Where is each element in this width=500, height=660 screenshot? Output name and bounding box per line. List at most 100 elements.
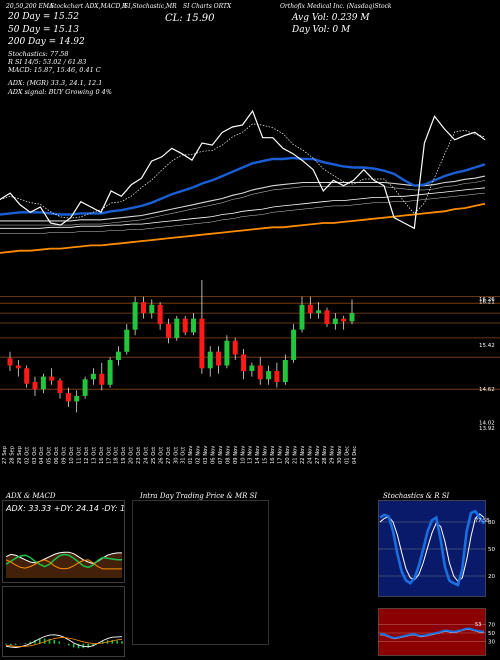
candle-body-5 — [49, 376, 55, 381]
minus-di-line — [5, 559, 122, 570]
stoch-level-label-1: 50 — [488, 547, 495, 553]
adx-readout: ADX: (MGR) 33.3, 24.1, 12.1 — [8, 79, 103, 87]
candle-body-22 — [191, 318, 196, 333]
date-label-28: 06 Nov — [211, 446, 217, 464]
date-label-47: 04 Dec — [352, 446, 358, 464]
candle-body-35 — [299, 304, 305, 330]
date-label-5: 04 Oct — [39, 447, 45, 464]
candle-body-1 — [15, 365, 21, 369]
adx-lines-group — [5, 551, 122, 578]
header-company-label: Orthofix Medical Inc. (Nasdaq)Stock — [280, 3, 392, 10]
macd-panel-frame — [2, 586, 125, 657]
rsi-panel-bg — [378, 608, 486, 656]
macd-signal-line — [5, 637, 123, 647]
stoch-rsi-chart: 80 50 20 77.58 70 50 30 53 — [378, 500, 495, 656]
date-label-24: 31 Oct — [181, 447, 187, 464]
smoothed-close-dotted-line — [0, 123, 486, 219]
candle-body-4 — [40, 376, 46, 390]
date-label-2: 29 Sep — [17, 445, 23, 464]
date-label-30: 08 Nov — [225, 446, 231, 464]
ema100-line — [0, 187, 486, 229]
stoch-level-label-0: 80 — [488, 520, 495, 526]
candle-body-16 — [141, 302, 146, 314]
date-label-26: 02 Nov — [196, 446, 202, 464]
ema-lines-group — [0, 109, 486, 254]
date-label-41: 24 Nov — [307, 446, 313, 464]
rsi-line — [379, 627, 485, 640]
candle-body-21 — [182, 318, 188, 333]
candle-body-23 — [199, 318, 205, 369]
candle-body-37 — [316, 310, 322, 314]
header-ema-label: 20,50,200 EMA — [6, 3, 54, 10]
intraday-title: Intra Day Trading Price & MR SI — [140, 492, 258, 500]
date-label-25: 01 Nov — [188, 446, 194, 464]
date-label-39: 21 Nov — [292, 446, 298, 464]
candle-body-20 — [174, 318, 180, 338]
candle-body-41 — [349, 313, 355, 322]
candle-body-11 — [99, 373, 105, 385]
candle-body-9 — [82, 379, 88, 396]
candle-body-31 — [266, 371, 272, 380]
stochastics-readout: Stochastics: 77.58 — [8, 50, 69, 58]
candle-body-19 — [166, 324, 171, 338]
stoch-d-line — [379, 513, 485, 583]
ema20-readout: 20 Day = 15.52 — [8, 12, 80, 22]
price-label-4: 14.02 — [479, 420, 495, 426]
candle-body-8 — [74, 395, 80, 402]
adx-values-text: ADX: 33.33 +DY: 24.14 -DY: 12.07 — [5, 504, 125, 513]
date-label-45: 30 Nov — [337, 446, 343, 464]
candle-body-32 — [274, 371, 280, 382]
date-label-29: 07 Nov — [218, 446, 224, 464]
adx-macd-title: ADX & MACD — [6, 492, 56, 500]
candle-body-40 — [341, 318, 347, 322]
adx-fill — [6, 552, 122, 578]
date-label-8: 09 Oct — [62, 447, 68, 464]
date-label-14: 17 Oct — [106, 447, 112, 464]
ema20-line — [0, 156, 486, 216]
rsi-readout: R SI 14/5: 53.02 / 61.83 — [8, 58, 87, 66]
price-ema-chart — [0, 109, 486, 254]
ema200-line — [0, 202, 486, 254]
adx-signal-readout: ADX signal: BUY Growing 0 4% — [8, 88, 112, 96]
date-label-19: 24 Oct — [144, 447, 150, 464]
close-line — [0, 109, 486, 230]
candle-body-0 — [7, 358, 13, 366]
date-label-20: 25 Oct — [151, 447, 157, 464]
ema50-readout: 50 Day = 15.13 — [8, 25, 80, 35]
date-label-3: 02 Oct — [24, 447, 30, 464]
date-label-0: 27 Sep — [2, 445, 8, 464]
candle-body-34 — [291, 329, 297, 360]
date-label-17: 20 Oct — [129, 447, 135, 464]
rsi-level-label-2: 30 — [488, 639, 495, 645]
date-label-12: 13 Oct — [91, 447, 97, 464]
date-label-22: 27 Oct — [166, 447, 172, 464]
date-label-23: 30 Oct — [173, 447, 179, 464]
price-label-3: 14.62 — [479, 387, 495, 393]
date-label-44: 29 Nov — [330, 446, 336, 464]
price-label-2: 15.42 — [479, 343, 495, 349]
intraday-panel-frame — [132, 500, 269, 645]
date-label-37: 17 Nov — [278, 446, 284, 464]
candle-body-15 — [132, 302, 138, 330]
date-label-32: 10 Nov — [240, 446, 246, 464]
candle-body-26 — [224, 340, 230, 366]
candle-body-14 — [124, 329, 130, 352]
candle-body-27 — [232, 340, 238, 355]
stoch-k-line — [379, 509, 486, 587]
candle-body-12 — [107, 360, 113, 385]
candle-body-13 — [115, 351, 121, 360]
date-label-18: 23 Oct — [136, 447, 142, 464]
date-label-46: 01 Dec — [345, 446, 351, 464]
intraday-chart — [132, 500, 269, 645]
macd-lines-group — [5, 634, 123, 649]
date-label-34: 14 Nov — [255, 446, 261, 464]
candle-body-6 — [57, 380, 63, 394]
close-price-readout: CL: 15.90 — [165, 13, 215, 24]
candle-body-3 — [32, 382, 38, 390]
stoch-rsi-title: Stochastics & R SI — [383, 492, 450, 500]
date-label-9: 10 Oct — [69, 447, 75, 464]
date-label-33: 13 Nov — [248, 446, 254, 464]
price-label-5: 13.92 — [479, 426, 495, 432]
